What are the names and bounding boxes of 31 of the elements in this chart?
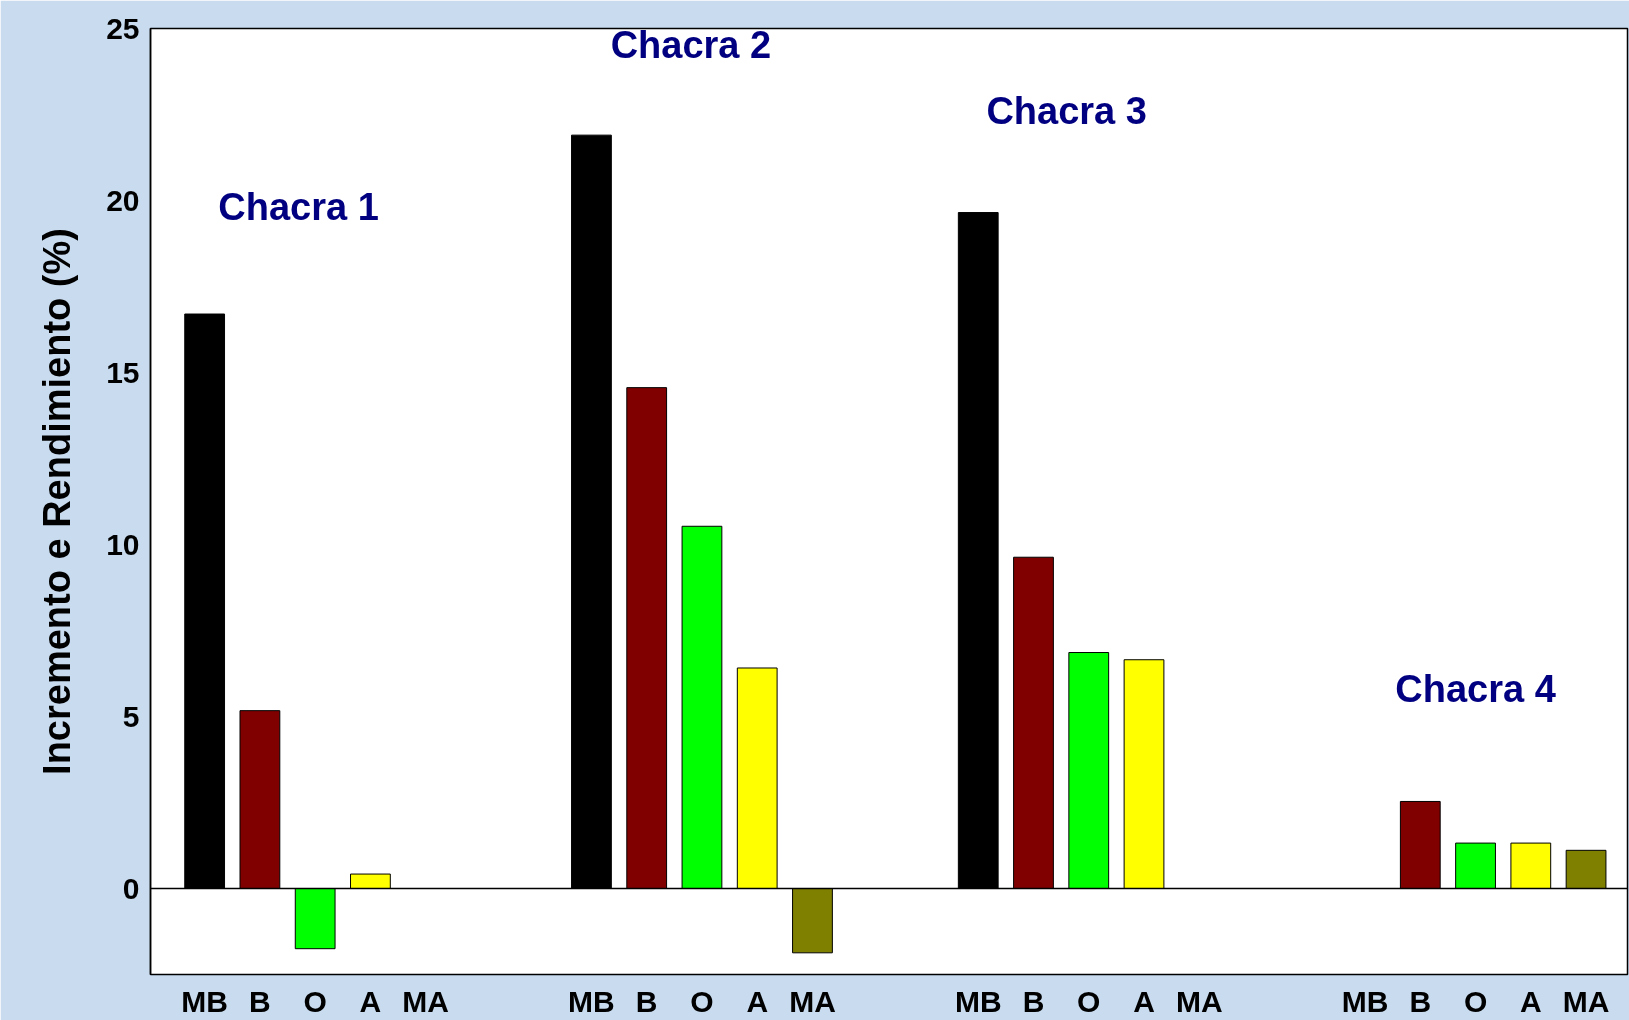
y-tick-label: 10 bbox=[106, 527, 140, 561]
annotation: Chacra 1 bbox=[218, 186, 379, 229]
x-tick-label: B bbox=[1022, 984, 1045, 1018]
x-tick-label: O bbox=[1077, 984, 1101, 1018]
x-tick-label: MA bbox=[1562, 984, 1610, 1018]
annotation: Chacra 4 bbox=[1395, 667, 1556, 710]
x-tick-label: MB bbox=[954, 984, 1002, 1018]
y-tick-label: 15 bbox=[106, 355, 140, 389]
annotation: Chacra 3 bbox=[986, 89, 1147, 132]
x-tick-label: O bbox=[1463, 984, 1488, 1018]
x-tick-label: B bbox=[635, 984, 658, 1018]
x-tick-label: MB bbox=[568, 984, 615, 1018]
x-tick-label: B bbox=[249, 984, 271, 1018]
x-tick-label: A bbox=[1519, 984, 1542, 1018]
x-tick-label: B bbox=[1409, 984, 1432, 1018]
x-tick-label: MA bbox=[1175, 984, 1223, 1018]
x-tick-label: MA bbox=[789, 984, 836, 1018]
x-tick-label: A bbox=[746, 984, 769, 1018]
y-axis-title: Incremento e Rendimiento (%) bbox=[36, 228, 79, 775]
x-tick-label: O bbox=[690, 984, 714, 1018]
x-tick-label: A bbox=[1133, 984, 1155, 1018]
x-tick-label: MA bbox=[402, 984, 449, 1018]
x-tick-label: MB bbox=[181, 984, 228, 1018]
x-tick-label: O bbox=[303, 984, 327, 1018]
y-tick-label: 20 bbox=[106, 183, 140, 217]
y-tick-label: 0 bbox=[122, 871, 140, 905]
y-tick-label: 25 bbox=[106, 11, 140, 45]
x-tick-label: MB bbox=[1341, 984, 1389, 1018]
annotation: Chacra 2 bbox=[610, 24, 772, 67]
x-tick-label: A bbox=[359, 984, 382, 1018]
y-tick-label: 5 bbox=[122, 699, 140, 733]
